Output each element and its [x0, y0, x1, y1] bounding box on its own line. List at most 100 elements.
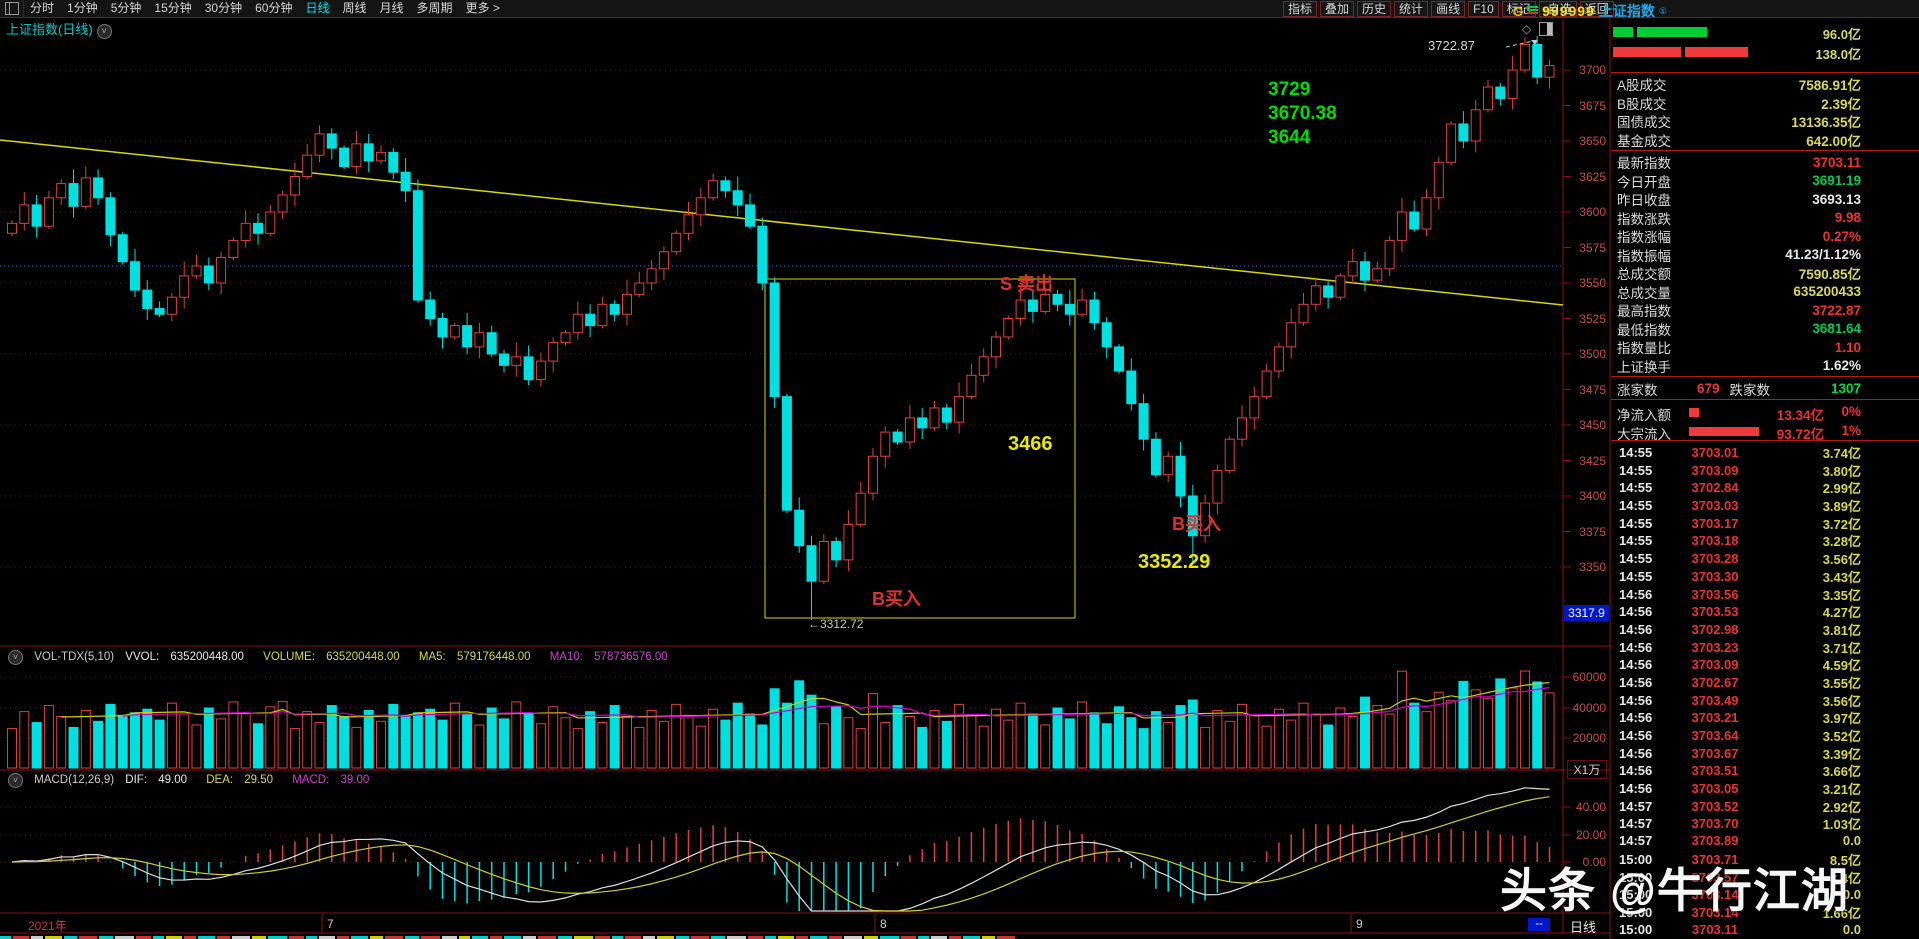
volume-tick-label: 60000: [1572, 670, 1606, 684]
month-label: 8: [880, 917, 887, 931]
symbol-superscript: ①: [1658, 5, 1667, 16]
toolbar-button[interactable]: 返回: [1579, 1, 1614, 17]
ticker-fragment: [504, 936, 521, 939]
tick-amount: 3.89亿: [1822, 499, 1861, 515]
toolbar-button[interactable]: 统计: [1394, 1, 1429, 17]
flow-value: 13.34亿: [1776, 408, 1824, 423]
quote-label: 指数涨幅: [1617, 230, 1671, 246]
ticker-fragment: [442, 936, 457, 939]
ticker-fragment: [370, 936, 383, 939]
period-item[interactable]: 多周期: [416, 1, 453, 15]
quote-value: 7586.91亿: [1798, 78, 1861, 94]
toolbar-button[interactable]: 画线: [1431, 1, 1466, 17]
down-count-label: 跌家数: [1729, 382, 1771, 398]
toolbar-button[interactable]: -自选: [1538, 1, 1577, 17]
strength-bar-value: 138.0亿: [1815, 47, 1861, 62]
tick-time: 15:00: [1619, 886, 1653, 902]
tick-amount: 0.0: [1842, 886, 1861, 902]
top-toolbar: 分时 1分钟 5分钟 15分钟 30分钟 60分钟 日线 周线 月线 多周期 更多 > 指标 叠加 历史…: [0, 0, 1919, 19]
ticker-fragment: [931, 936, 947, 939]
tick-row: 14:56 3703.49 3.56亿: [1611, 691, 1919, 709]
ticker-fragment: [918, 936, 929, 939]
quote-row: 指数涨幅 0.27%: [1611, 227, 1919, 246]
down-count-value: 1307: [1830, 381, 1861, 396]
tick-row: 14:56 3703.56 3.35亿: [1611, 585, 1919, 603]
quote-value: 9.98: [1834, 210, 1861, 226]
chevron-down-circle-icon[interactable]: ˅: [8, 773, 23, 788]
quote-row: A股成交 7586.91亿: [1611, 75, 1919, 94]
tick-row: 14:57 3703.70 1.03亿: [1611, 814, 1919, 832]
period-item[interactable]: 1分钟: [67, 1, 98, 15]
period-item[interactable]: 30分钟: [204, 1, 243, 15]
symbol-name: 上证指数: [1598, 3, 1655, 19]
period-item[interactable]: 15分钟: [154, 1, 192, 15]
split-view-icon[interactable]: [1539, 22, 1554, 36]
period-item[interactable]: 5分钟: [110, 1, 142, 15]
quote-label: B股成交: [1617, 96, 1667, 112]
chevron-down-circle-icon[interactable]: ˅: [96, 24, 112, 39]
quote-label: 指数涨跌: [1617, 211, 1671, 227]
tick-time: 14:56: [1619, 604, 1653, 620]
period-item[interactable]: 周线: [342, 1, 367, 15]
diamond-icon[interactable]: ◇: [1522, 22, 1532, 36]
ticker-fragment: [778, 936, 794, 939]
flow-percent: 1%: [1841, 423, 1861, 438]
price-tick-label: 3525: [1579, 311, 1606, 326]
ticker-fragment: [385, 936, 403, 939]
tick-amount: 3.71亿: [1822, 640, 1861, 656]
tick-price: 3703.71: [1691, 851, 1739, 867]
ticker-fragment: [810, 936, 827, 939]
tick-time: 14:55: [1619, 515, 1653, 531]
tick-price: 3702.98: [1691, 621, 1739, 637]
bottom-ticker-strip[interactable]: [0, 933, 1919, 939]
tick-row: 15:00 3703.14 0.0: [1611, 885, 1919, 903]
tick-price: 3703.52: [1691, 798, 1739, 814]
tick-price: 3703.14: [1691, 886, 1739, 902]
tick-time: 14:56: [1619, 710, 1653, 726]
panel-divider: [1611, 150, 1919, 151]
strength-bar-segment: [1613, 47, 1681, 57]
quote-value: 2.39亿: [1821, 96, 1861, 112]
period-box[interactable]: 日线: [1570, 920, 1597, 935]
quote-value: 3693.13: [1812, 191, 1861, 207]
tick-row: 14:56 3703.23 3.71亿: [1611, 638, 1919, 656]
tick-time: 15:00: [1619, 869, 1653, 885]
tick-row: 14:56 3703.09 4.59亿: [1611, 655, 1919, 673]
quote-row: 昨日收盘 3693.13: [1611, 190, 1919, 209]
tick-amount: 3.56亿: [1822, 693, 1861, 709]
period-item[interactable]: 60分钟: [255, 1, 293, 15]
tick-row: 14:56 3702.98 3.81亿: [1611, 620, 1919, 638]
ticker-fragment: [574, 936, 593, 939]
buy-annotation-bottom: B买入: [872, 589, 921, 609]
price-tick-label: 3650: [1579, 134, 1606, 148]
period-item[interactable]: 更多 >: [465, 1, 500, 15]
period-item[interactable]: 月线: [379, 1, 404, 15]
tick-time: 14:55: [1619, 462, 1653, 478]
tick-time: 14:56: [1619, 586, 1653, 602]
tick-price: 3703.21: [1691, 710, 1739, 726]
toolbar-button[interactable]: 叠加: [1320, 1, 1355, 17]
dash-selector[interactable]: --: [1528, 918, 1550, 931]
toolbar-button[interactable]: F10: [1468, 1, 1499, 17]
watermark: 头条 @牛行江湖: [1500, 864, 1849, 917]
green-level-3: 3644: [1268, 127, 1311, 148]
period-item[interactable]: 日线: [305, 1, 330, 15]
tick-price: 3703.49: [1691, 692, 1739, 708]
period-item[interactable]: 分时: [30, 1, 55, 15]
ticker-fragment: [727, 936, 746, 939]
price-tick-label: 3600: [1579, 205, 1606, 219]
tick-amount: 4.59亿: [1822, 658, 1861, 674]
quote-label: 指数振幅: [1617, 248, 1671, 264]
tick-time: 14:55: [1619, 498, 1653, 514]
tick-time: 14:56: [1619, 728, 1653, 743]
chevron-down-circle-icon[interactable]: ˅: [8, 650, 23, 665]
quote-label: 最高指数: [1617, 304, 1671, 320]
window-split-icon[interactable]: [5, 2, 19, 15]
toolbar-button[interactable]: 指标: [1283, 1, 1318, 17]
tick-time: 14:57: [1619, 798, 1653, 814]
month-label: 7: [327, 917, 334, 931]
tick-amount: 8.5亿: [1829, 852, 1861, 868]
toolbar-button[interactable]: 历史: [1357, 1, 1392, 17]
